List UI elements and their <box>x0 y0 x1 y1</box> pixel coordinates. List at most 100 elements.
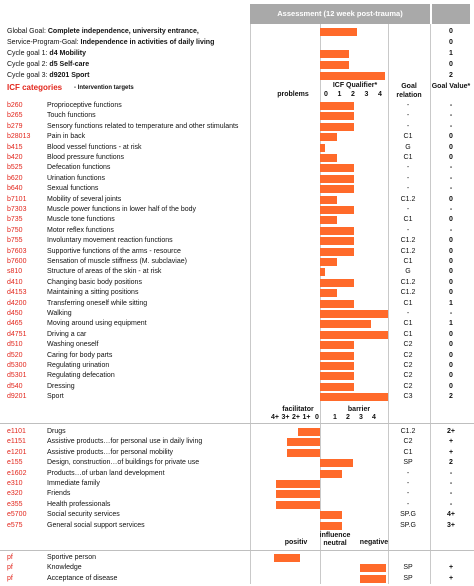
qualifier-bar <box>320 382 354 391</box>
barrier-scale-tick: 4 <box>372 414 376 421</box>
intervention-targets-heading: - Intervention targets <box>74 85 134 91</box>
icf-code: b640 <box>7 185 23 193</box>
icf-row: d5300 Regulating urination C2 0 <box>0 361 474 371</box>
goal-value: 0 <box>449 289 453 297</box>
goal-value: - <box>449 174 453 182</box>
icf-code: e1602 <box>7 469 27 477</box>
icf-label: Involuntary movement reaction functions <box>47 237 173 245</box>
goal-relation: - <box>406 206 410 213</box>
icf-row: b265 Touch functions - - <box>0 111 474 121</box>
goal-value: 0 <box>449 372 453 380</box>
goal-value: 0 <box>449 133 453 141</box>
goal-value: 0 <box>449 351 453 359</box>
icf-label: Sexual functions <box>47 185 99 193</box>
barrier-scale-tick: 3 <box>359 414 363 421</box>
icf-row: d9201 Sport C3 2 <box>0 392 474 402</box>
qualifier-bar <box>320 278 354 287</box>
goal-value: + <box>448 448 454 456</box>
positive-influence-bar <box>274 554 300 562</box>
icf-code: d465 <box>7 320 23 328</box>
icf-label: General social support services <box>47 521 145 529</box>
icf-row: d5301 Regulating defecation C2 0 <box>0 371 474 381</box>
goal-relation: C1 <box>403 133 413 141</box>
goal-relation: - <box>406 480 410 487</box>
icf-code: pf <box>7 574 13 582</box>
facilitator-bar <box>276 480 320 488</box>
icf-label: Blood pressure functions <box>47 154 125 161</box>
icf-label: Walking <box>47 310 72 317</box>
facilitator-scale-tick: 3+ <box>281 414 290 421</box>
qualifier-bar <box>320 122 354 131</box>
icf-row: d510 Washing oneself C2 0 <box>0 340 474 350</box>
goal-relation: C2 <box>403 438 413 446</box>
qualifier-bar <box>320 143 325 152</box>
col-line <box>388 24 389 584</box>
goal-relation: C1 <box>403 154 413 161</box>
goal-value: 0 <box>449 143 453 151</box>
goal-relation: C2 <box>403 372 413 380</box>
qualifier-bar <box>320 310 388 318</box>
icf-label: Friends <box>47 490 71 498</box>
facilitator-scale-tick: 2+ <box>292 414 300 421</box>
goal-value: - <box>449 112 453 120</box>
goal-value: 1 <box>449 320 453 328</box>
icf-label: Structure of areas of the skin - at risk <box>47 268 162 276</box>
icf-code: d450 <box>7 310 23 317</box>
icf-label: Touch functions <box>47 112 96 120</box>
goal-relation: C1.2 <box>400 278 416 286</box>
icf-categories-heading: ICF categories <box>7 83 63 92</box>
facilitator-heading: facilitator <box>282 406 314 413</box>
qualifier-bar <box>320 216 337 225</box>
goal-relation: SP <box>403 459 413 467</box>
environment-row: e1101 Drugs C1.2 2+ <box>0 427 474 437</box>
goal-value: 0 <box>449 278 453 286</box>
goal-relation: - <box>406 174 410 182</box>
barrier-bar <box>320 459 353 468</box>
icf-code: d520 <box>7 351 23 359</box>
icf-code: e575 <box>7 521 23 529</box>
goal-value: - <box>449 469 453 477</box>
icf-label: Assistive products…for personal use in d… <box>47 438 203 446</box>
icf-label: Muscle tone functions <box>47 216 115 224</box>
icf-row: d4751 Driving a car C1 0 <box>0 330 474 340</box>
goal-value: 0 <box>449 39 453 46</box>
qualifier-bar <box>320 299 354 308</box>
icf-row: d520 Caring for body parts C2 0 <box>0 351 474 361</box>
qualifier-bar <box>320 393 388 402</box>
icf-label: Knowledge <box>47 564 82 572</box>
goal-relation: C1.2 <box>400 289 416 297</box>
facilitator-bar <box>287 438 320 447</box>
qualifier-scale-tick: 1 <box>337 91 342 98</box>
icf-label: Moving around using equipment <box>47 320 147 328</box>
qualifier-bar <box>320 247 354 256</box>
qualifier-bar <box>320 258 337 266</box>
icf-label: Defecation functions <box>47 164 111 172</box>
icf-code: b525 <box>7 164 23 172</box>
icf-label: Mobility of several joints <box>47 195 122 203</box>
icf-label: Transferring oneself while sitting <box>47 299 148 307</box>
icf-code: d4153 <box>7 289 27 297</box>
icf-label: Regulating defecation <box>47 372 115 380</box>
facilitator-bar <box>287 448 320 457</box>
icf-row: b260 Proprioceptive functions - - <box>0 101 474 111</box>
icf-label: Muscle power functions in lower half of … <box>47 206 197 213</box>
goal-relation: - <box>406 469 410 477</box>
icf-code: b7600 <box>7 258 27 265</box>
goal-relation: C1.2 <box>400 247 416 255</box>
goal-relation: C1 <box>403 216 413 224</box>
negative-heading: negative <box>359 539 389 546</box>
icf-code: d410 <box>7 278 23 286</box>
assessment-header-band <box>250 4 430 24</box>
icf-code: b7303 <box>7 206 27 213</box>
environment-row: e575 General social support services SP.G 3… <box>0 521 474 531</box>
qualifier-scale-tick: 2 <box>351 91 355 98</box>
goal-relation: - <box>406 122 410 130</box>
icf-label: Social security services <box>47 511 120 519</box>
environment-row: e1201 Assistive products…for personal mob… <box>0 448 474 458</box>
qualifier-scale-tick: 0 <box>324 91 328 98</box>
icf-code: b28013 <box>7 133 31 141</box>
environment-row: e5700 Social security services SP.G 4+ <box>0 510 474 520</box>
goal-text: Complete independence, university entran… <box>47 28 199 35</box>
qualifier-bar <box>320 351 354 360</box>
